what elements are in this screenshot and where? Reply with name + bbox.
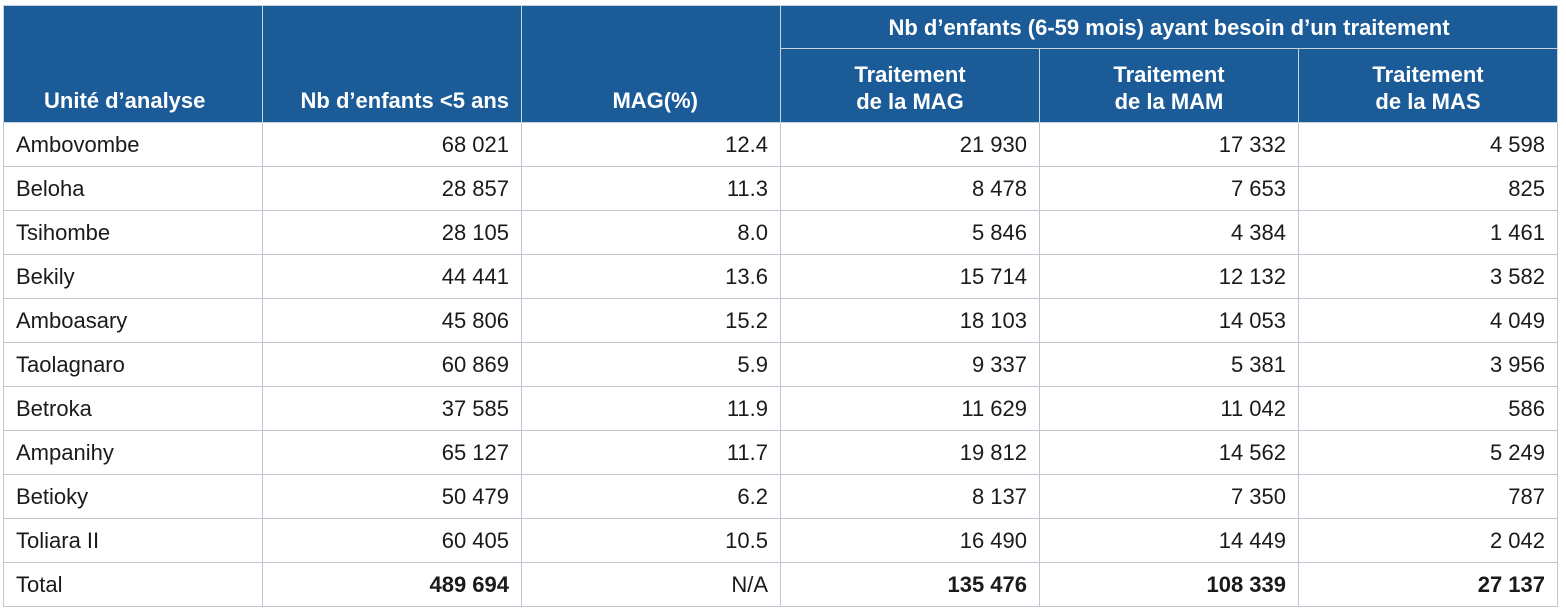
cell-treatment-mas: 4 049 bbox=[1298, 298, 1558, 343]
cell-treatment-mas: 3 956 bbox=[1298, 342, 1558, 387]
table-row: Tsihombe 28 105 8.0 5 846 4 384 1 461 bbox=[3, 210, 1558, 255]
cell-mag: 8.0 bbox=[521, 210, 781, 255]
header-treatment-group: Nb d’enfants (6-59 mois) ayant besoin d’… bbox=[780, 5, 1558, 49]
cell-treatment-mas: 5 249 bbox=[1298, 430, 1558, 475]
header-treatment-mag: Traitement de la MAG bbox=[780, 48, 1040, 123]
cell-treatment-mam: 4 384 bbox=[1039, 210, 1299, 255]
table-row: Taolagnaro 60 869 5.9 9 337 5 381 3 956 bbox=[3, 342, 1558, 387]
cell-treatment-mag: 8 137 bbox=[780, 474, 1040, 519]
header-treatment-mam: Traitement de la MAM bbox=[1039, 48, 1299, 123]
cell-treatment-mam: 11 042 bbox=[1039, 386, 1299, 431]
cell-children: 60 869 bbox=[262, 342, 522, 387]
total-treatment-mam: 108 339 bbox=[1039, 562, 1299, 607]
cell-mag: 10.5 bbox=[521, 518, 781, 563]
cell-unit: Amboasary bbox=[3, 298, 263, 343]
table-row: Bekily 44 441 13.6 15 714 12 132 3 582 bbox=[3, 254, 1558, 299]
table-body: Ambovombe 68 021 12.4 21 930 17 332 4 59… bbox=[3, 122, 1558, 607]
cell-children: 60 405 bbox=[262, 518, 522, 563]
total-children: 489 694 bbox=[262, 562, 522, 607]
cell-treatment-mas: 586 bbox=[1298, 386, 1558, 431]
cell-children: 28 105 bbox=[262, 210, 522, 255]
header-treatment-mag-line2: de la MAG bbox=[856, 88, 964, 114]
header-row-1: Unité d’analyse Nb d’enfants <5 ans MAG(… bbox=[3, 5, 1558, 123]
treatment-needs-table: Unité d’analyse Nb d’enfants <5 ans MAG(… bbox=[3, 5, 1558, 607]
table-row: Toliara II 60 405 10.5 16 490 14 449 2 0… bbox=[3, 518, 1558, 563]
table-row: Betioky 50 479 6.2 8 137 7 350 787 bbox=[3, 474, 1558, 519]
cell-unit: Taolagnaro bbox=[3, 342, 263, 387]
cell-mag: 11.9 bbox=[521, 386, 781, 431]
cell-unit: Bekily bbox=[3, 254, 263, 299]
cell-treatment-mam: 14 562 bbox=[1039, 430, 1299, 475]
cell-treatment-mam: 14 053 bbox=[1039, 298, 1299, 343]
cell-treatment-mas: 825 bbox=[1298, 166, 1558, 211]
cell-children: 28 857 bbox=[262, 166, 522, 211]
cell-treatment-mas: 1 461 bbox=[1298, 210, 1558, 255]
cell-treatment-mam: 17 332 bbox=[1039, 122, 1299, 167]
cell-treatment-mam: 14 449 bbox=[1039, 518, 1299, 563]
cell-treatment-mas: 4 598 bbox=[1298, 122, 1558, 167]
cell-mag: 13.6 bbox=[521, 254, 781, 299]
cell-treatment-mas: 2 042 bbox=[1298, 518, 1558, 563]
total-mag: N/A bbox=[521, 562, 781, 607]
cell-treatment-mag: 21 930 bbox=[780, 122, 1040, 167]
cell-treatment-mag: 16 490 bbox=[780, 518, 1040, 563]
cell-treatment-mam: 7 350 bbox=[1039, 474, 1299, 519]
header-unit: Unité d’analyse bbox=[3, 5, 263, 123]
cell-mag: 6.2 bbox=[521, 474, 781, 519]
cell-unit: Ambovombe bbox=[3, 122, 263, 167]
cell-children: 37 585 bbox=[262, 386, 522, 431]
cell-treatment-mas: 787 bbox=[1298, 474, 1558, 519]
cell-treatment-mag: 11 629 bbox=[780, 386, 1040, 431]
header-treatment-mag-line1: Traitement bbox=[854, 61, 966, 87]
cell-mag: 11.7 bbox=[521, 430, 781, 475]
cell-mag: 15.2 bbox=[521, 298, 781, 343]
total-label: Total bbox=[3, 562, 263, 607]
table-row: Ampanihy 65 127 11.7 19 812 14 562 5 249 bbox=[3, 430, 1558, 475]
total-row: Total 489 694 N/A 135 476 108 339 27 137 bbox=[3, 562, 1558, 607]
header-treatment-mas-line2: de la MAS bbox=[1375, 88, 1481, 114]
cell-unit: Toliara II bbox=[3, 518, 263, 563]
cell-unit: Betroka bbox=[3, 386, 263, 431]
cell-treatment-mag: 18 103 bbox=[780, 298, 1040, 343]
table-header: Unité d’analyse Nb d’enfants <5 ans MAG(… bbox=[3, 5, 1558, 123]
cell-treatment-mam: 7 653 bbox=[1039, 166, 1299, 211]
cell-unit: Ampanihy bbox=[3, 430, 263, 475]
header-mag-percent: MAG(%) bbox=[521, 5, 781, 123]
header-treatment-mam-line2: de la MAM bbox=[1114, 88, 1224, 114]
cell-children: 68 021 bbox=[262, 122, 522, 167]
cell-children: 50 479 bbox=[262, 474, 522, 519]
table-row: Betroka 37 585 11.9 11 629 11 042 586 bbox=[3, 386, 1558, 431]
total-treatment-mas: 27 137 bbox=[1298, 562, 1558, 607]
cell-treatment-mag: 5 846 bbox=[780, 210, 1040, 255]
header-row-2: Traitement de la MAG Traitement de la MA… bbox=[4, 48, 1558, 123]
header-treatment-mam-line1: Traitement bbox=[1113, 61, 1225, 87]
cell-mag: 5.9 bbox=[521, 342, 781, 387]
cell-unit: Beloha bbox=[3, 166, 263, 211]
cell-treatment-mag: 8 478 bbox=[780, 166, 1040, 211]
cell-children: 44 441 bbox=[262, 254, 522, 299]
table-row: Beloha 28 857 11.3 8 478 7 653 825 bbox=[3, 166, 1558, 211]
cell-treatment-mag: 15 714 bbox=[780, 254, 1040, 299]
data-table-container: Unité d’analyse Nb d’enfants <5 ans MAG(… bbox=[3, 5, 1558, 607]
cell-treatment-mam: 5 381 bbox=[1039, 342, 1299, 387]
cell-unit: Betioky bbox=[3, 474, 263, 519]
header-treatment-mas: Traitement de la MAS bbox=[1298, 48, 1558, 123]
cell-mag: 11.3 bbox=[521, 166, 781, 211]
cell-children: 65 127 bbox=[262, 430, 522, 475]
cell-treatment-mag: 9 337 bbox=[780, 342, 1040, 387]
cell-treatment-mag: 19 812 bbox=[780, 430, 1040, 475]
cell-treatment-mas: 3 582 bbox=[1298, 254, 1558, 299]
table-row: Amboasary 45 806 15.2 18 103 14 053 4 04… bbox=[3, 298, 1558, 343]
cell-mag: 12.4 bbox=[521, 122, 781, 167]
total-treatment-mag: 135 476 bbox=[780, 562, 1040, 607]
header-treatment-mas-line1: Traitement bbox=[1372, 61, 1484, 87]
cell-children: 45 806 bbox=[262, 298, 522, 343]
table-row: Ambovombe 68 021 12.4 21 930 17 332 4 59… bbox=[3, 122, 1558, 167]
header-children: Nb d’enfants <5 ans bbox=[262, 5, 522, 123]
cell-treatment-mam: 12 132 bbox=[1039, 254, 1299, 299]
cell-unit: Tsihombe bbox=[3, 210, 263, 255]
